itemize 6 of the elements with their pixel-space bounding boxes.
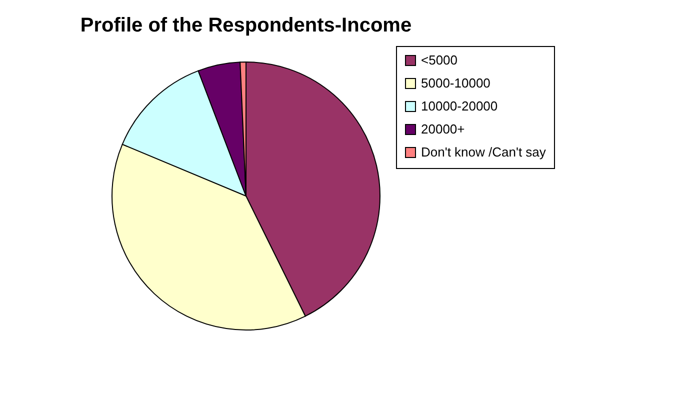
legend-label: Don't know /Can't say — [421, 144, 546, 160]
legend-label: 5000-10000 — [421, 76, 490, 90]
chart-title: Profile of the Respondents-Income — [80, 14, 412, 36]
legend-label: 10000-20000 — [421, 98, 498, 114]
legend-label: <5000 — [421, 52, 458, 68]
legend-label: 20000+ — [421, 122, 465, 136]
